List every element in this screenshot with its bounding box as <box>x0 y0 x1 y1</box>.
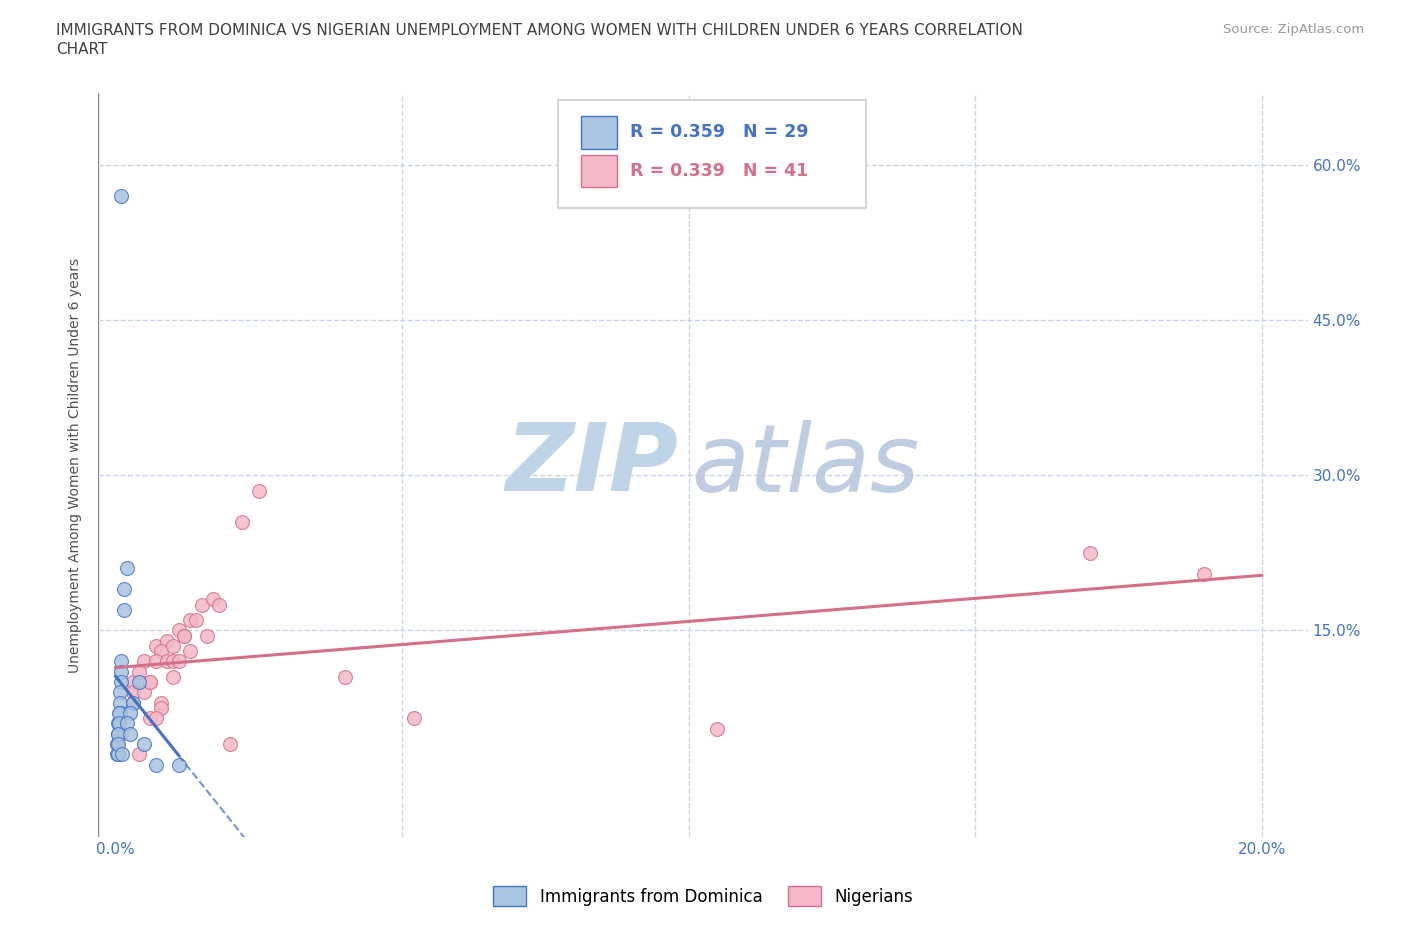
Point <box>156 654 179 669</box>
Point <box>145 654 167 669</box>
Point <box>108 706 131 721</box>
Point <box>118 726 141 741</box>
Point <box>118 706 141 721</box>
Text: IMMIGRANTS FROM DOMINICA VS NIGERIAN UNEMPLOYMENT AMONG WOMEN WITH CHILDREN UNDE: IMMIGRANTS FROM DOMINICA VS NIGERIAN UNE… <box>56 23 1024 38</box>
Point <box>121 674 143 689</box>
Point <box>110 654 132 669</box>
Point <box>128 674 150 689</box>
Point <box>333 670 356 684</box>
Point <box>108 696 131 711</box>
Point <box>162 670 184 684</box>
Point <box>107 747 129 762</box>
Point <box>145 638 167 653</box>
Point <box>156 633 179 648</box>
Point <box>179 613 201 628</box>
Point <box>128 747 150 762</box>
Point <box>195 628 218 643</box>
Point <box>139 711 162 725</box>
Text: Source: ZipAtlas.com: Source: ZipAtlas.com <box>1223 23 1364 36</box>
Point <box>108 706 131 721</box>
Point <box>150 696 173 711</box>
Point <box>110 664 132 679</box>
Point <box>706 721 728 736</box>
Point <box>167 654 190 669</box>
Point <box>121 684 143 699</box>
Point <box>139 674 162 689</box>
Point <box>110 189 132 204</box>
Point <box>107 737 129 751</box>
Point <box>208 597 231 612</box>
Point <box>162 638 184 653</box>
FancyBboxPatch shape <box>581 154 617 188</box>
Point <box>150 644 173 658</box>
Point <box>112 603 135 618</box>
Point <box>184 613 207 628</box>
Point <box>115 716 138 731</box>
Point <box>105 737 128 751</box>
Point <box>111 747 134 762</box>
Point <box>107 726 129 741</box>
Point <box>108 684 131 699</box>
Point <box>107 716 129 731</box>
Text: R = 0.359   N = 29: R = 0.359 N = 29 <box>630 124 808 141</box>
Point <box>112 581 135 596</box>
Point <box>108 716 131 731</box>
Point <box>1078 545 1101 560</box>
Y-axis label: Unemployment Among Women with Children Under 6 years: Unemployment Among Women with Children U… <box>69 258 83 672</box>
Text: CHART: CHART <box>56 42 108 57</box>
Point <box>402 711 425 725</box>
Point <box>145 711 167 725</box>
Point <box>110 726 132 741</box>
Point <box>247 484 270 498</box>
Point <box>110 674 132 689</box>
Point <box>167 757 190 772</box>
Point <box>167 623 190 638</box>
Legend: Immigrants from Dominica, Nigerians: Immigrants from Dominica, Nigerians <box>486 880 920 912</box>
Point <box>134 737 156 751</box>
Point <box>219 737 242 751</box>
Point <box>162 654 184 669</box>
Text: ZIP: ZIP <box>506 419 679 511</box>
Point <box>173 628 195 643</box>
Point <box>1194 566 1216 581</box>
Point <box>107 726 129 741</box>
Point <box>190 597 212 612</box>
Point <box>150 700 173 715</box>
Point <box>121 696 143 711</box>
Text: atlas: atlas <box>690 419 920 511</box>
Point <box>231 514 253 529</box>
Point <box>105 747 128 762</box>
Point <box>128 664 150 679</box>
Point <box>179 644 201 658</box>
Point <box>108 706 131 721</box>
Point <box>173 628 195 643</box>
Point <box>134 654 156 669</box>
Point <box>202 591 225 606</box>
Text: R = 0.339   N = 41: R = 0.339 N = 41 <box>630 162 808 180</box>
FancyBboxPatch shape <box>581 116 617 149</box>
FancyBboxPatch shape <box>558 100 866 208</box>
Point <box>134 684 156 699</box>
Point <box>121 696 143 711</box>
Point <box>145 757 167 772</box>
Point <box>139 674 162 689</box>
Point <box>115 561 138 576</box>
